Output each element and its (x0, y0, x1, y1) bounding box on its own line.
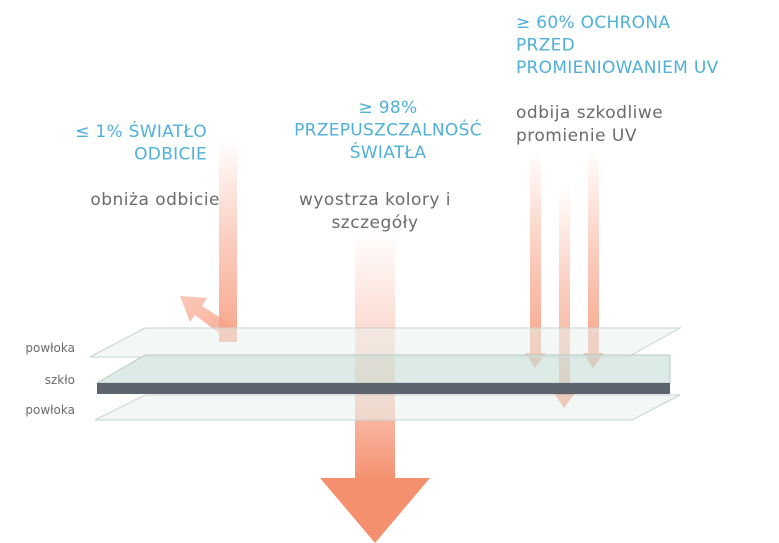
column-title: ODBICIE (134, 145, 207, 165)
column-description: wyostrza kolory i (299, 190, 451, 210)
glass-stack (90, 328, 680, 420)
column-title: ≤ 1% ŚWIATŁO (75, 120, 207, 142)
column-description: szczegóły (331, 213, 418, 233)
column-description: obniża odbicie (90, 190, 220, 210)
column-title: PRZEPUSZCZALNOŚĆ (294, 119, 482, 141)
column-title: PROMIENIOWANIEM UV (516, 58, 719, 78)
left-arrow (180, 140, 237, 342)
layer-label: powłoka (25, 341, 75, 355)
column-title: PRZED (516, 36, 575, 56)
column-title: ≥ 60% OCHRONA (516, 13, 670, 33)
column-description: promienie UV (516, 126, 637, 146)
layer-label: szkło (45, 373, 75, 387)
diagram: ≤ 1% ŚWIATŁOODBICIEobniża odbicie≥ 98%PR… (0, 0, 779, 543)
column-description: odbija szkodliwe (516, 103, 663, 123)
layer-label: powłoka (25, 403, 75, 417)
column-title: ≥ 98% (359, 98, 418, 118)
column-title: ŚWIATŁA (350, 141, 427, 163)
